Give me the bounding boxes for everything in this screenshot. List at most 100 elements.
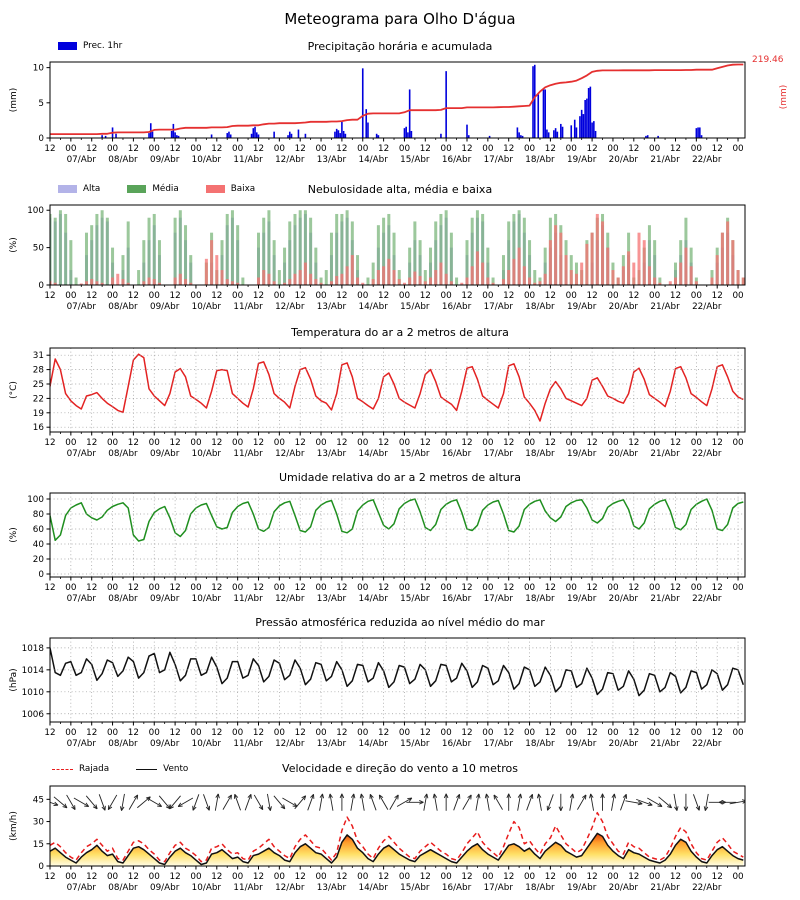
svg-text:10/Abr: 10/Abr [192,449,222,459]
svg-text:12: 12 [211,144,222,154]
svg-text:00: 00 [441,583,453,593]
svg-text:00: 00 [399,872,411,882]
svg-text:12: 12 [211,583,222,593]
svg-text:12: 12 [86,291,97,301]
gust-legend-swatch [52,768,73,770]
svg-text:07/Abr: 07/Abr [67,155,97,165]
svg-text:13/Abr: 13/Abr [317,739,347,749]
svg-text:10/Abr: 10/Abr [192,594,222,604]
svg-text:12: 12 [461,438,472,448]
svg-text:21/Abr: 21/Abr [650,594,680,604]
svg-text:19/Abr: 19/Abr [567,302,597,312]
svg-text:10/Abr: 10/Abr [192,883,222,893]
svg-text:00: 00 [315,872,327,882]
svg-text:12: 12 [628,291,639,301]
svg-text:07/Abr: 07/Abr [67,594,97,604]
svg-text:21/Abr: 21/Abr [650,302,680,312]
svg-text:00: 00 [274,728,286,738]
svg-text:17/Abr: 17/Abr [484,883,514,893]
svg-text:12: 12 [295,728,306,738]
svg-text:00: 00 [357,144,369,154]
svg-text:12: 12 [461,291,472,301]
svg-text:12: 12 [169,438,180,448]
svg-text:12: 12 [712,438,723,448]
svg-text:16/Abr: 16/Abr [442,302,472,312]
svg-text:10/Abr: 10/Abr [192,155,222,165]
svg-text:00: 00 [149,438,161,448]
svg-text:14/Abr: 14/Abr [358,883,388,893]
svg-text:00: 00 [399,583,411,593]
svg-text:00: 00 [65,728,77,738]
svg-text:09/Abr: 09/Abr [150,155,180,165]
svg-text:12: 12 [169,728,180,738]
svg-text:12: 12 [295,291,306,301]
svg-text:00: 00 [315,438,327,448]
svg-text:12: 12 [420,144,431,154]
svg-text:31: 31 [33,351,44,361]
svg-text:0: 0 [38,570,44,580]
svg-text:12: 12 [420,291,431,301]
svg-text:12: 12 [670,872,681,882]
svg-text:18/Abr: 18/Abr [525,594,555,604]
svg-text:12: 12 [503,438,514,448]
svg-text:28: 28 [33,366,44,376]
svg-text:80: 80 [33,510,45,520]
svg-text:00: 00 [107,583,119,593]
svg-text:13/Abr: 13/Abr [317,594,347,604]
svg-text:12: 12 [169,144,180,154]
svg-text:10/Abr: 10/Abr [192,739,222,749]
svg-text:21/Abr: 21/Abr [650,449,680,459]
svg-text:19: 19 [33,409,44,419]
svg-text:17/Abr: 17/Abr [484,594,514,604]
svg-text:16: 16 [33,423,45,433]
svg-text:12/Abr: 12/Abr [275,883,305,893]
svg-text:12: 12 [336,438,347,448]
svg-text:00: 00 [566,291,578,301]
svg-text:00: 00 [691,872,703,882]
legend-wind: Rajada Vento [52,764,208,774]
svg-text:14/Abr: 14/Abr [358,155,388,165]
svg-text:14/Abr: 14/Abr [358,594,388,604]
clouds-media-swatch [127,185,147,193]
svg-text:00: 00 [107,438,119,448]
svg-text:12: 12 [586,438,597,448]
svg-text:00: 00 [649,144,661,154]
svg-text:12: 12 [670,583,681,593]
svg-text:14/Abr: 14/Abr [358,449,388,459]
panel-title-pressure: Pressão atmosférica reduzida ao nível mé… [255,616,545,629]
svg-text:00: 00 [524,728,536,738]
svg-text:15/Abr: 15/Abr [400,302,430,312]
svg-text:12: 12 [169,872,180,882]
svg-text:00: 00 [399,291,411,301]
svg-text:00: 00 [607,438,619,448]
svg-text:18/Abr: 18/Abr [525,739,555,749]
svg-text:12: 12 [712,144,723,154]
clouds-baixa-label: Baixa [230,184,256,194]
svg-text:00: 00 [232,728,244,738]
svg-text:18/Abr: 18/Abr [525,302,555,312]
svg-text:00: 00 [732,583,744,593]
svg-text:19/Abr: 19/Abr [567,155,597,165]
svg-text:12: 12 [44,144,55,154]
svg-text:12: 12 [44,291,55,301]
svg-text:12: 12 [295,872,306,882]
svg-text:22/Abr: 22/Abr [692,883,722,893]
svg-text:12: 12 [378,438,389,448]
svg-text:12: 12 [461,144,472,154]
svg-text:09/Abr: 09/Abr [150,302,180,312]
svg-text:12: 12 [86,583,97,593]
svg-text:12/Abr: 12/Abr [275,594,305,604]
svg-text:19/Abr: 19/Abr [567,883,597,893]
svg-text:10: 10 [33,64,45,74]
svg-text:20/Abr: 20/Abr [609,449,639,459]
svg-text:00: 00 [232,583,244,593]
svg-text:12: 12 [336,144,347,154]
svg-text:100: 100 [27,206,44,216]
svg-text:12: 12 [378,728,389,738]
svg-text:14/Abr: 14/Abr [358,302,388,312]
svg-text:12: 12 [378,144,389,154]
svg-text:00: 00 [441,144,453,154]
svg-text:00: 00 [566,728,578,738]
clouds-media-label: Média [152,184,179,194]
